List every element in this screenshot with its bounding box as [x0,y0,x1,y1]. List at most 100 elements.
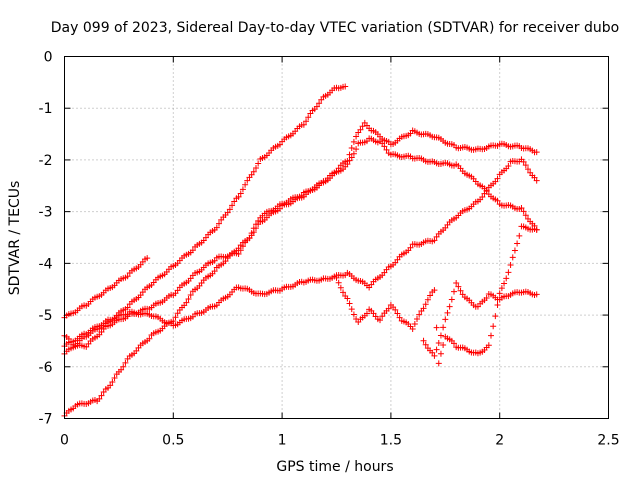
track-d-marker [96,395,103,402]
track-f-marker [498,285,505,292]
track-d-marker [187,291,194,298]
track-f-marker [435,360,442,367]
track-d-marker [235,245,242,252]
track-d-marker [122,359,129,366]
track-f-marker [503,275,510,282]
track-f-marker [511,247,518,254]
track-e-marker [524,166,531,173]
track-f-marker [344,295,351,302]
track-b-marker [300,121,307,128]
track-c-marker [98,328,105,335]
track-d-marker [246,235,253,242]
track-d-marker [255,217,262,224]
track-b-marker [255,160,262,167]
track-c-marker [353,146,360,153]
track-d-marker [120,363,127,370]
track-d-marker [348,145,355,152]
track-f-marker [501,280,508,287]
track-f-marker [424,296,431,303]
track-g-marker [446,303,453,310]
track-d-marker [211,268,218,275]
track-f-marker [348,306,355,313]
track-d-marker [146,335,153,342]
track-e-marker [522,162,529,169]
track-g-marker [422,341,429,348]
x-axis-label: GPS time / hours [276,459,393,475]
track-f-marker [392,306,399,313]
track-e-marker [494,175,501,182]
track-d-marker [111,374,118,381]
chart-title: Day 099 of 2023, Sidereal Day-to-day VTE… [51,20,619,36]
track-b-marker [250,168,257,175]
track-f-marker [377,317,384,324]
track-c-marker [518,205,525,212]
track-f-marker [409,325,416,332]
track-f-marker [516,232,523,239]
track-g-marker [448,296,455,303]
plot-frame [64,56,609,419]
track-f-marker [433,324,440,331]
track-b-marker [235,193,242,200]
track-a-marker [144,255,151,262]
track-e-marker [492,178,499,185]
track-d-marker [322,178,329,185]
y-tick-label: -4 [39,256,53,272]
track-e-marker [481,190,488,197]
series-track-c [61,135,540,350]
track-g-marker [451,288,458,295]
track-e-marker [505,162,512,169]
grid [64,56,609,419]
track-b-marker [252,164,259,171]
track-e-marker [431,237,438,244]
track-b-marker [316,100,323,107]
track-d-marker [174,310,181,317]
track-b-marker [239,186,246,193]
track-d-marker [252,221,259,228]
track-f-marker [335,279,342,286]
track-f-marker [514,240,521,247]
track-d-marker [185,296,192,303]
track-g-marker [442,316,449,323]
x-tick-label: 1.5 [380,433,402,449]
track-f-marker [496,290,503,297]
track-f-marker [333,274,340,281]
y-tick-label: -6 [39,360,53,376]
track-c-marker [522,212,529,219]
track-d-marker [353,133,360,140]
track-c-marker [211,257,218,264]
x-tick-label: 1 [278,433,287,449]
track-b-marker [237,190,244,197]
track-g-marker [457,287,464,294]
track-g-marker [420,337,427,344]
track-d-marker [350,138,357,145]
track-g-marker [437,332,444,339]
series-track-e [61,156,540,350]
track-f-marker [422,301,429,308]
track-f-marker [379,313,386,320]
track-g-marker [483,295,490,302]
series-track-g [420,280,540,359]
track-c-marker [381,143,388,150]
track-e-marker [520,158,527,165]
track-b-marker [231,198,238,205]
track-b-marker [244,177,251,184]
track-d-marker [183,299,190,306]
track-f-marker [414,316,421,322]
track-b-marker [313,103,320,110]
track-f-marker [440,341,447,348]
series-track-d [61,119,540,419]
track-g-marker [440,324,447,331]
track-f-marker [416,311,423,318]
track-d-marker [346,151,353,158]
track-g-marker [431,352,438,359]
y-tick-label: -5 [39,308,53,324]
track-g-marker [533,291,540,298]
track-f-marker [509,254,516,261]
track-e-marker [381,269,388,276]
track-f-marker [492,313,499,320]
series-track-f [333,223,540,367]
track-d-marker [100,389,107,396]
track-c-marker [520,208,527,215]
track-b-marker [276,141,283,148]
